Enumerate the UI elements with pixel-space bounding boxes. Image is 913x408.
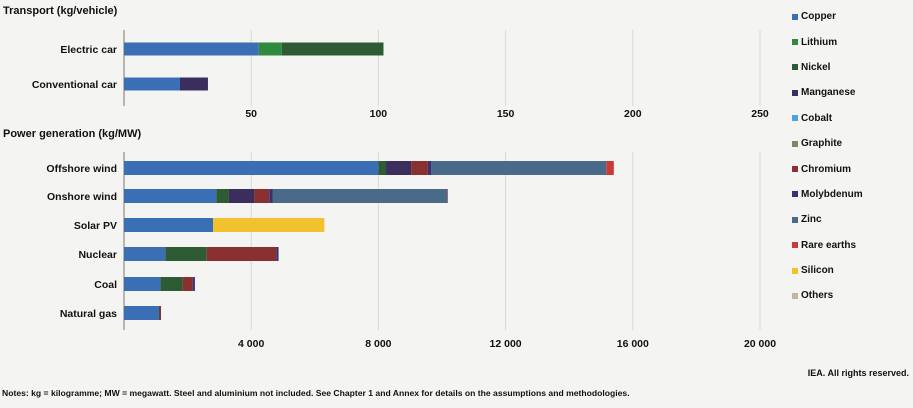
bar-segment-chromium [159, 306, 162, 320]
bar-segment-zinc [272, 189, 448, 203]
legend-label: Nickel [801, 61, 831, 73]
legend-item: Zinc [792, 207, 910, 232]
bar-segment-copper [124, 42, 259, 56]
category-label: Offshore wind [46, 163, 117, 175]
legend-item: Silicon [792, 258, 910, 283]
legend-swatch [792, 64, 798, 71]
legend-swatch [792, 191, 798, 198]
bar-segment-molybdenum [269, 189, 273, 203]
x-tick-label: 16 000 [617, 338, 649, 350]
legend-swatch [792, 292, 798, 299]
x-tick-label: 4 000 [238, 338, 264, 350]
legend-item: Nickel [792, 55, 910, 80]
bar-segment-zinc [431, 161, 607, 175]
legend-item: Manganese [792, 80, 910, 105]
bar-segment-copper [124, 161, 379, 175]
category-label: Onshore wind [47, 191, 117, 203]
category-label: Nuclear [78, 249, 117, 261]
category-label: Coal [94, 279, 117, 291]
bar-segment-copper [124, 189, 217, 203]
bar-segment-nickel [378, 161, 387, 175]
category-label: Natural gas [60, 308, 117, 320]
category-label: Electric car [60, 44, 117, 56]
bar-segment-manganese [386, 161, 412, 175]
bar-segment-chromium [411, 161, 428, 175]
bar-segment-copper [124, 77, 180, 91]
bar-segment-chromium [254, 189, 270, 203]
bar-segment-chromium [206, 247, 277, 261]
legend-swatch [792, 140, 798, 147]
panel-title: Transport (kg/vehicle) [3, 5, 118, 17]
legend-label: Cobalt [801, 112, 833, 124]
legend-label: Others [801, 290, 834, 302]
legend-label: Graphite [801, 138, 843, 150]
x-tick-label: 200 [624, 108, 642, 120]
bar-segment-nickel [160, 277, 183, 291]
x-tick-label: 50 [245, 108, 257, 120]
x-tick-label: 12 000 [490, 338, 522, 350]
legend-swatch [792, 166, 798, 173]
legend-label: Lithium [801, 36, 838, 48]
category-label: Conventional car [32, 79, 117, 91]
legend-swatch [792, 267, 798, 274]
bar-segment-molybdenum [192, 277, 195, 291]
x-tick-label: 250 [751, 108, 769, 120]
bar-segment-rare-earths [447, 189, 448, 203]
legend-label: Molybdenum [801, 188, 863, 200]
legend-item: Others [792, 283, 910, 308]
legend-label: Manganese [801, 87, 856, 99]
bar-segment-molybdenum [276, 247, 279, 261]
legend-item: Lithium [792, 29, 910, 54]
x-tick-label: 8 000 [365, 338, 391, 350]
x-tick-label: 150 [497, 108, 515, 120]
legend-label: Chromium [801, 163, 851, 175]
bar-segment-copper [124, 247, 166, 261]
bar-segment-copper [124, 218, 214, 232]
bar-segment-molybdenum [427, 161, 432, 175]
bar-segment-nickel [281, 42, 384, 56]
legend-item: Rare earths [792, 233, 910, 258]
bar-segment-manganese [179, 77, 208, 91]
bar-segment-copper [124, 277, 161, 291]
x-tick-label: 20 000 [744, 338, 776, 350]
legend-swatch [792, 13, 798, 20]
legend-swatch [792, 216, 798, 223]
legend-item: Cobalt [792, 106, 910, 131]
category-label: Solar PV [74, 220, 117, 232]
legend-label: Zinc [801, 214, 822, 226]
bar-segment-silicon [213, 218, 325, 232]
bar-segment-nickel [158, 306, 160, 320]
legend-swatch [792, 39, 798, 46]
panel-title: Power generation (kg/MW) [3, 128, 141, 140]
bar-segment-nickel [216, 189, 229, 203]
credit-text: IEA. All rights reserved. [807, 368, 909, 378]
legend-item: Molybdenum [792, 182, 910, 207]
bar-segment-manganese [228, 189, 255, 203]
legend-label: Copper [801, 11, 836, 23]
bar-segment-copper [124, 306, 159, 320]
legend-label: Silicon [801, 265, 834, 277]
bar-segment-nickel [165, 247, 207, 261]
legend-item: Chromium [792, 156, 910, 181]
bar-segment-lithium [258, 42, 282, 56]
legend-label: Rare earths [801, 239, 857, 251]
legend-swatch [792, 242, 798, 249]
chart-legend: Copper Lithium Nickel Manganese Cobalt Graphi… [792, 4, 910, 309]
legend-item: Graphite [792, 131, 910, 156]
legend-swatch [792, 89, 798, 96]
x-tick-label: 100 [370, 108, 388, 120]
bar-segment-rare-earths [606, 161, 614, 175]
notes-text: Notes: kg = kilogramme; MW = megawatt. S… [2, 388, 630, 398]
bar-segment-chromium [182, 277, 193, 291]
legend-swatch [792, 115, 798, 122]
legend-item: Copper [792, 4, 910, 29]
